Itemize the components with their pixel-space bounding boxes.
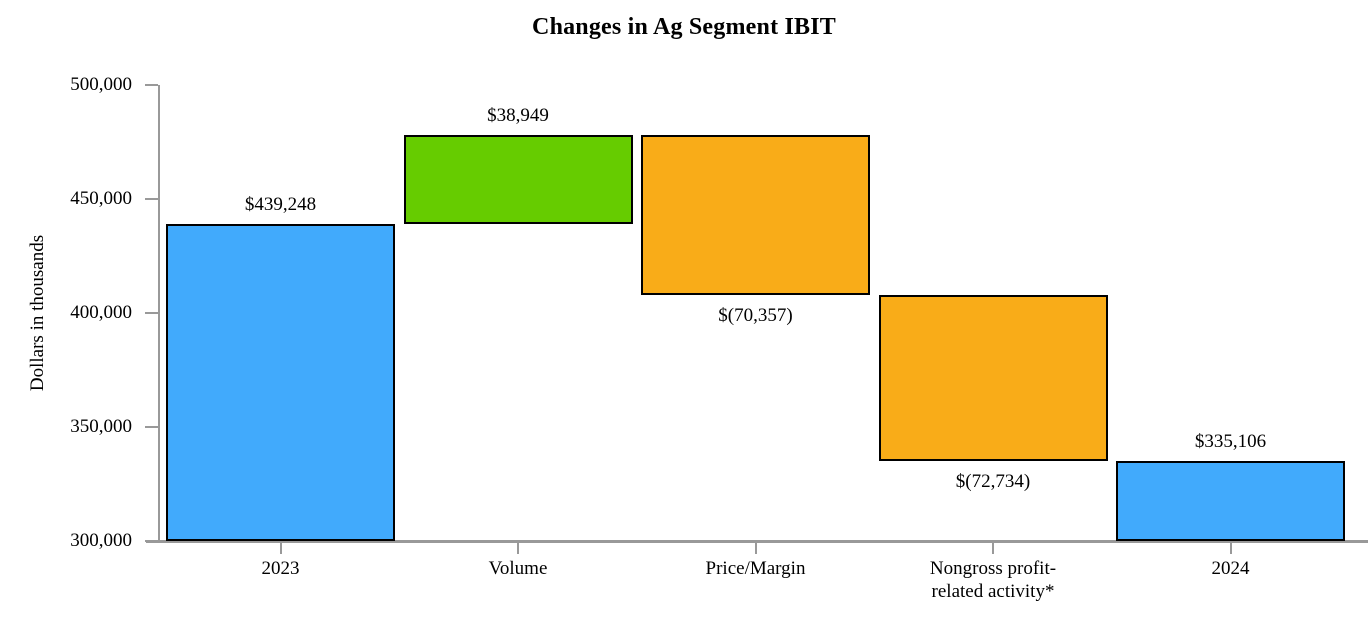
y-axis-tick	[145, 84, 158, 86]
y-axis-tick	[145, 198, 158, 200]
x-category-label-volume: Volume	[398, 557, 638, 580]
x-category-label-line: Volume	[488, 558, 548, 579]
y-axis-tick	[145, 540, 158, 542]
bar-value-label-2024: $335,106	[1194, 430, 1267, 452]
y-tick-label: 450,000	[70, 188, 132, 209]
bar-value-label-nongross-profit-related-activity: $(72,734)	[955, 470, 1031, 492]
chart-title: Changes in Ag Segment IBIT	[532, 14, 836, 40]
x-axis-tick	[1229, 543, 1232, 554]
x-category-label-price-margin: Price/Margin	[636, 557, 876, 580]
y-tick-label: 350,000	[70, 416, 132, 437]
bar-volume	[403, 134, 633, 224]
y-axis-line	[158, 85, 160, 542]
y-tick-label: 400,000	[70, 302, 132, 323]
x-axis-tick	[754, 543, 757, 554]
bar-value-label-price-margin: $(70,357)	[718, 305, 793, 327]
x-category-label-line: Price/Margin	[705, 558, 806, 579]
y-axis-tick	[145, 312, 158, 314]
bar-price-margin	[641, 134, 870, 296]
bar-nongross-profit-related-activity	[878, 295, 1108, 461]
bar-2024	[1116, 460, 1345, 541]
bar-value-label-volume: $38,949	[487, 104, 549, 126]
x-category-label-line: Nongross profit-	[929, 558, 1057, 579]
x-axis-tick	[279, 543, 282, 554]
y-tick-label: 300,000	[70, 530, 132, 551]
y-axis-tick	[145, 426, 158, 428]
x-category-label-2024: 2024	[1111, 557, 1351, 580]
x-category-label-nongross-profit-related-activity: Nongross profit-related activity*	[873, 557, 1113, 603]
bar-2023	[166, 223, 395, 541]
x-axis-tick	[992, 543, 994, 554]
x-category-label-line: related activity*	[931, 581, 1055, 602]
x-axis-tick	[517, 543, 519, 554]
x-category-label-line: 2024	[1211, 558, 1250, 579]
bar-value-label-2023: $439,248	[244, 193, 317, 215]
x-category-label-line: 2023	[261, 558, 300, 579]
x-axis-line	[146, 540, 1368, 543]
x-category-label-2023: 2023	[161, 557, 401, 580]
y-tick-label: 500,000	[70, 74, 132, 95]
